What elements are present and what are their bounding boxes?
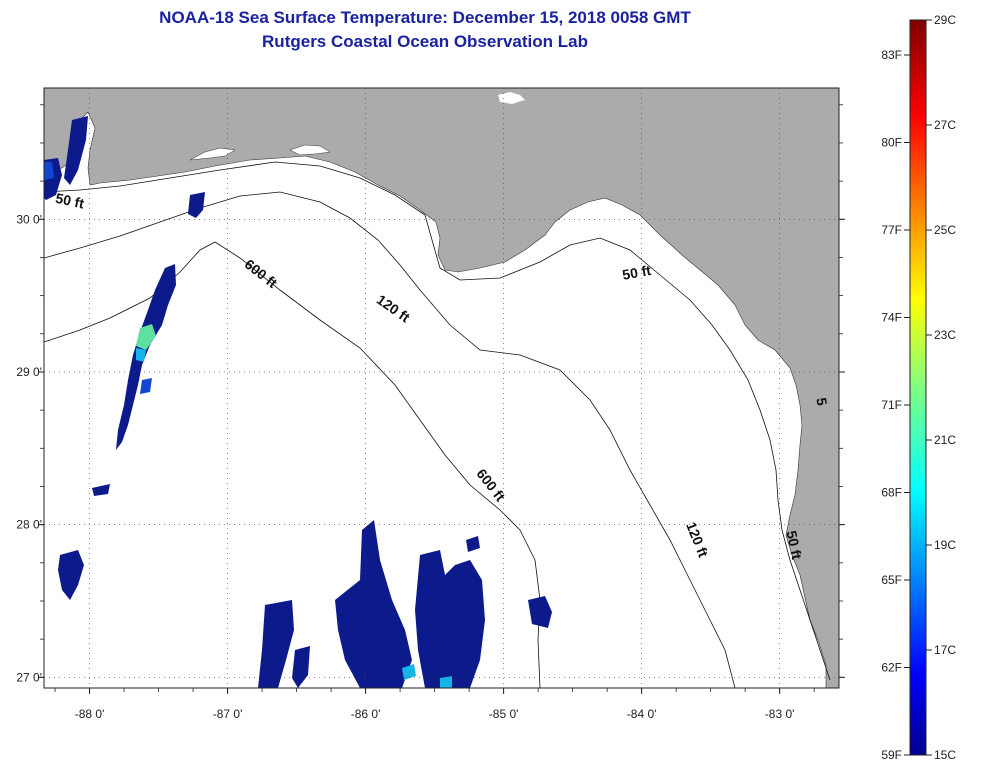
colorbar-c-label: 25C [934,223,956,237]
colorbar-c-label: 17C [934,643,956,657]
colorbar-f-label: 83F [881,48,902,62]
sst-cluster-south [258,520,552,688]
contour-50ft [44,161,831,681]
colorbar-f-label: 62F [881,661,902,675]
contour-label: 50 ft [54,190,86,212]
sst-filament-shelf [58,192,205,600]
colorbar-labels: 83F 80F 77F 74F 71F 68F 65F 62F 59F 29C 27C 25C 23C 2… [881,13,956,762]
map-frame [43,87,840,689]
colorbar-f-label: 74F [881,311,902,325]
lat-tick-label: 29 0' [16,365,42,379]
lake [498,92,525,104]
lon-tick-label: -85 0' [489,707,519,721]
lon-tick-label: -87 0' [213,707,243,721]
colorbar [909,19,927,756]
axis-ticks: -88 0' -87 0' -86 0' -85 0' -84 0' -83 0' 30 0… [16,104,845,721]
bay-inlet [189,147,236,161]
land-mass [44,88,839,688]
colorbar-c-label: 23C [934,328,956,342]
contour-label: 50 ft [783,529,805,561]
sst-cluster-west [44,116,88,200]
lat-tick-label: 30 0' [16,212,42,226]
colorbar-f-label: 65F [881,573,902,587]
colorbar-c-label: 15C [934,748,956,762]
colorbar-f-label: 80F [881,136,902,150]
contour-label: 50 ft [621,262,652,283]
lon-tick-label: -83 0' [765,707,795,721]
map-subtitle: Rutgers Coastal Ocean Observation Lab [262,32,588,51]
colorbar-f-label: 77F [881,223,902,237]
colorbar-c-label: 27C [934,118,956,132]
contour-label: 5 [813,396,830,407]
lon-tick-label: -86 0' [351,707,381,721]
lat-tick-label: 27 0' [16,670,42,684]
colorbar-f-label: 59F [881,748,902,762]
colorbar-c-label: 19C [934,538,956,552]
lon-tick-label: -88 0' [75,707,105,721]
graticule [44,88,839,688]
colorbar-c-label: 29C [934,13,956,27]
colorbar-c-label: 21C [934,433,956,447]
colorbar-f-label: 68F [881,486,902,500]
lon-tick-label: -84 0' [627,707,657,721]
lat-tick-label: 28 0' [16,518,42,532]
bay-inlet [289,144,331,156]
colorbar-f-label: 71F [881,398,902,412]
map-title: NOAA-18 Sea Surface Temperature: Decembe… [159,8,691,27]
